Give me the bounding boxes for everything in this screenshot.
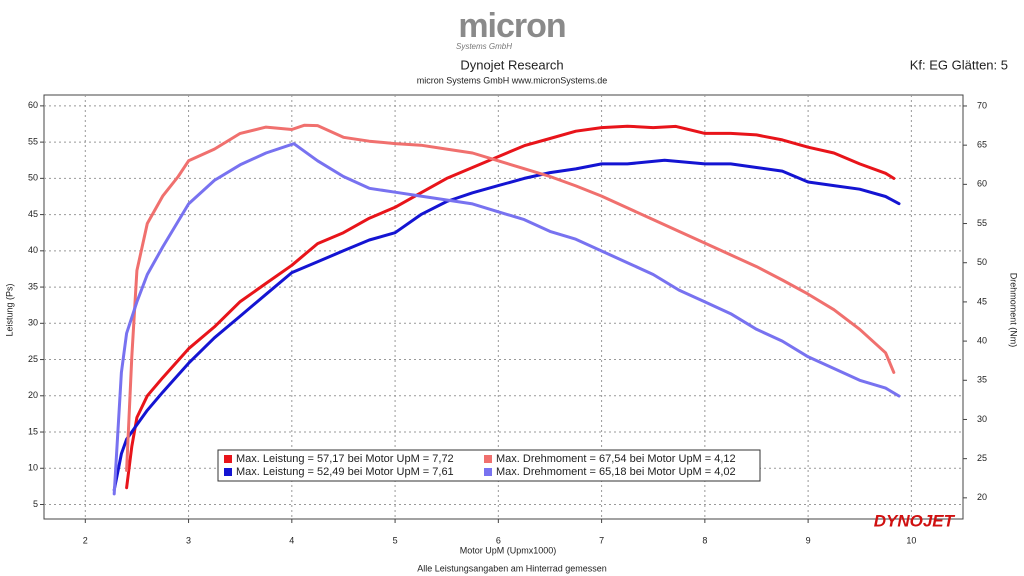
y-tick-label: 45 <box>28 209 38 219</box>
footer: Alle Leistungsangaben am Hinterrad gemes… <box>417 563 607 573</box>
y-tick-label: 5 <box>33 499 38 509</box>
y-tick-label: 60 <box>28 100 38 110</box>
legend-label: Max. Drehmoment = 67,54 bei Motor UpM = … <box>496 453 736 465</box>
x-tick-label: 10 <box>906 535 916 545</box>
plot-area <box>43 94 964 520</box>
x-tick-label: 8 <box>702 535 707 545</box>
y-axis-label: Leistung (Ps) <box>4 283 14 336</box>
x-tick-label: 5 <box>393 535 398 545</box>
data-line <box>125 123 896 472</box>
data-line <box>125 124 896 490</box>
y-tick-label: 35 <box>28 281 38 291</box>
y2-tick-label: 35 <box>977 375 987 385</box>
y2-tick-label: 20 <box>977 492 987 502</box>
x-tick-label: 9 <box>806 535 811 545</box>
y2-tick-label: 25 <box>977 453 987 463</box>
y-tick-label: 30 <box>28 318 38 328</box>
y2-tick-label: 65 <box>977 140 987 150</box>
legend-swatch <box>484 455 492 463</box>
legend-swatch <box>224 468 232 476</box>
x-axis-label: Motor UpM (Upmx1000) <box>460 545 557 555</box>
y2-tick-label: 55 <box>977 218 987 228</box>
x-tick-label: 3 <box>186 535 191 545</box>
brand-logo: DYNOJET <box>874 511 956 530</box>
legend-label: Max. Drehmoment = 65,18 bei Motor UpM = … <box>496 466 736 478</box>
logo: micron <box>458 7 565 45</box>
y-tick-label: 15 <box>28 426 38 436</box>
y-tick-label: 20 <box>28 390 38 400</box>
y-tick-label: 50 <box>28 173 38 183</box>
smoothing-label: Kf: EG Glätten: 5 <box>910 57 1008 72</box>
data-line <box>112 142 901 496</box>
logo-sub: Systems GmbH <box>456 42 512 51</box>
y-tick-label: 55 <box>28 136 38 146</box>
y2-tick-label: 70 <box>977 100 987 110</box>
y2-tick-label: 60 <box>977 179 987 189</box>
chart-subtitle: micron Systems GmbH www.micronSystems.de <box>417 75 608 85</box>
y-tick-label: 40 <box>28 245 38 255</box>
y2-tick-label: 30 <box>977 414 987 424</box>
legend-swatch <box>224 455 232 463</box>
data-line <box>112 158 901 492</box>
y-tick-label: 25 <box>28 354 38 364</box>
y2-axis-label: Drehmoment (Nm) <box>1009 273 1019 348</box>
y2-tick-label: 40 <box>977 335 987 345</box>
legend-swatch <box>484 468 492 476</box>
x-tick-label: 4 <box>289 535 294 545</box>
legend-label: Max. Leistung = 57,17 bei Motor UpM = 7,… <box>236 453 454 465</box>
x-tick-label: 7 <box>599 535 604 545</box>
y2-tick-label: 45 <box>977 296 987 306</box>
y-tick-label: 10 <box>28 463 38 473</box>
y2-tick-label: 50 <box>977 257 987 267</box>
chart-title: Dynojet Research <box>460 57 563 72</box>
x-tick-label: 2 <box>83 535 88 545</box>
legend-label: Max. Leistung = 52,49 bei Motor UpM = 7,… <box>236 466 454 478</box>
x-tick-label: 6 <box>496 535 501 545</box>
